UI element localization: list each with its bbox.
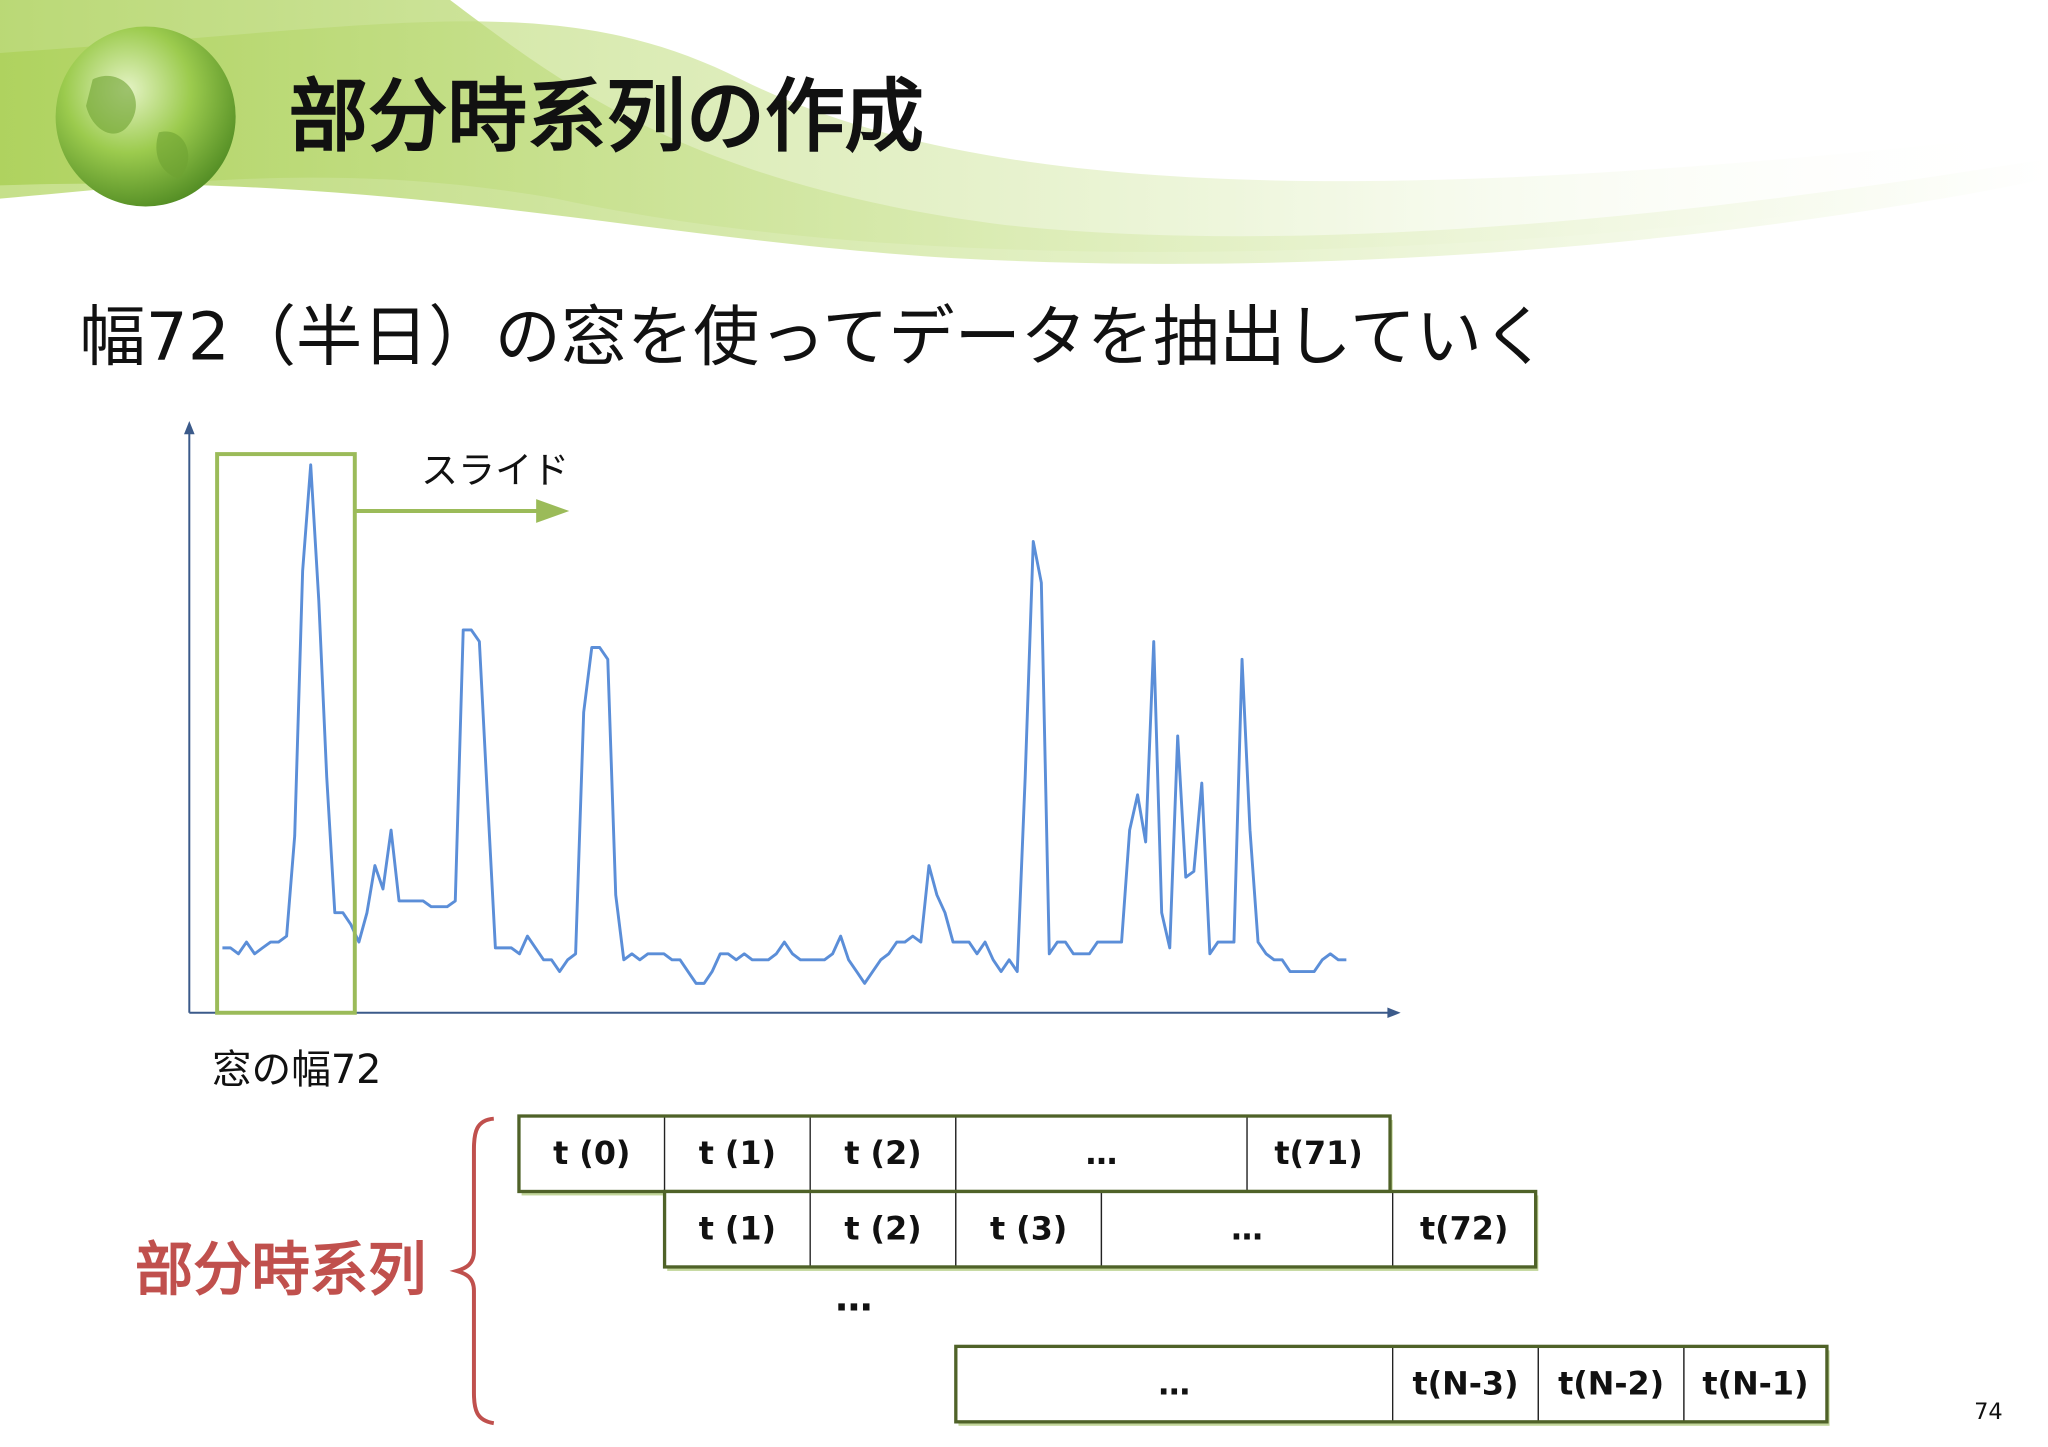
axis-arrow (184, 420, 195, 435)
subtitle: 幅72（半日）の窓を使ってデータを抽出していく (79, 299, 1548, 376)
cell (1392, 1345, 1539, 1423)
globe (55, 26, 236, 207)
row-border (954, 1344, 1829, 1424)
cell (955, 1345, 1394, 1423)
cell-text: t (0) (553, 1136, 630, 1172)
cell (1100, 1190, 1394, 1268)
chart: スライド 窓の幅72 (184, 420, 1401, 1093)
subsequence-label: 部分時系列 (135, 1236, 426, 1304)
page-number: 74 (1974, 1399, 2003, 1425)
cell (809, 1190, 957, 1268)
ellipsis: … (835, 1277, 872, 1320)
slide-label: スライド (421, 449, 569, 492)
slide-arrow-head (536, 499, 570, 523)
cell-text: t(72) (1420, 1212, 1508, 1248)
cell-text: t (2) (844, 1136, 921, 1172)
swoosh (0, 0, 2048, 264)
cell-text: t(N-1) (1702, 1366, 1808, 1402)
row-border (662, 1189, 1538, 1269)
window-label: 窓の幅72 (212, 1047, 382, 1093)
title: 部分時系列の作成 (289, 70, 924, 163)
cell-text: t(71) (1274, 1136, 1362, 1172)
globe-land (86, 75, 189, 179)
brace (449, 1116, 495, 1426)
cell-text: t (3) (990, 1212, 1067, 1248)
cell-text: … (1158, 1366, 1190, 1402)
window-frame (215, 452, 357, 1015)
cell (1683, 1345, 1828, 1423)
cell-text: t(N-3) (1412, 1366, 1518, 1402)
cell (1537, 1345, 1685, 1423)
cell-text: t (1) (699, 1212, 776, 1248)
cell (955, 1190, 1103, 1268)
cell-text: … (1231, 1212, 1263, 1248)
cell-text: t (2) (844, 1212, 921, 1248)
cell-text: t(N-2) (1558, 1366, 1664, 1402)
subsequences: 部分時系列 … t (0) t (1) t (2) … t(71) t (1) t (2) t… (135, 1114, 1830, 1426)
axis-arrow (1387, 1007, 1401, 1019)
cell-text: … (1086, 1136, 1118, 1172)
cell-text: t (1) (699, 1136, 776, 1172)
data-line (222, 463, 1347, 985)
